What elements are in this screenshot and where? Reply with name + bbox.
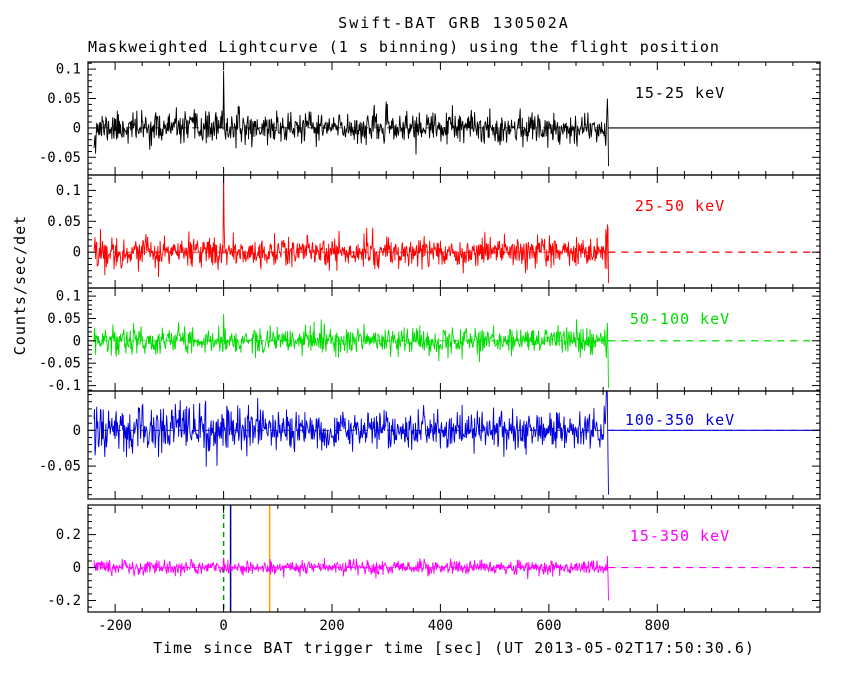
x-tick-label: -200 — [98, 618, 132, 634]
panel-0: -0.05 0 0.05 0.1 — [39, 61, 821, 176]
y-tick-label: -0.2 — [47, 593, 81, 609]
energy-band-label-15-25: 15-25 keV — [634, 84, 726, 102]
y-tick-label: 0.1 — [56, 62, 81, 78]
x-tick-label: 600 — [536, 618, 561, 634]
y-tick-label: -0.05 — [39, 459, 81, 475]
panel-frame — [87, 390, 821, 500]
y-tick-label: 0.05 — [47, 214, 81, 230]
x-axis-label: Time since BAT trigger time [sec] (UT 20… — [153, 639, 755, 657]
y-tick-label: 0.2 — [56, 527, 81, 543]
energy-band-label-25-50: 25-50 keV — [634, 197, 726, 215]
x-tick-label: 200 — [319, 618, 344, 634]
lightcurve-trace-4 — [93, 556, 609, 601]
y-tick-label: 0 — [73, 333, 81, 349]
y-tick-label: 0 — [73, 245, 81, 261]
x-tick-label: 400 — [428, 618, 453, 634]
lightcurve-trace-2 — [93, 313, 609, 388]
panel-3: -0.05 0 — [39, 390, 821, 500]
panel-frame — [87, 504, 821, 613]
y-tick-label: -0.05 — [39, 150, 81, 166]
y-tick-label: -0.1 — [47, 378, 81, 394]
y-tick-label: 0.05 — [47, 311, 81, 327]
chart-subtitle: Maskweighted Lightcurve (1 s binning) us… — [88, 38, 720, 56]
lightcurve-trace-3 — [93, 391, 609, 495]
y-tick-label: 0.1 — [56, 289, 81, 305]
y-tick-label: 0.1 — [56, 183, 81, 199]
x-tick-label: 0 — [219, 618, 227, 634]
y-tick-label: 0 — [73, 120, 81, 136]
energy-band-label-15-350: 15-350 keV — [629, 527, 731, 545]
y-tick-label: -0.05 — [39, 356, 81, 372]
y-axis-label: Counts/sec/det — [11, 214, 29, 356]
panel-1: 0 0.05 0.1 — [47, 174, 821, 289]
panel-frame — [87, 61, 821, 176]
energy-band-label-100-350: 100-350 keV — [624, 411, 736, 429]
lightcurve-trace-0 — [93, 70, 609, 167]
y-tick-label: 0 — [73, 560, 81, 576]
panel-frame — [87, 174, 821, 289]
chart-title: Swift-BAT GRB 130502A — [338, 14, 570, 32]
energy-band-label-50-100: 50-100 keV — [629, 310, 731, 328]
panel-4: -0.2 0 0.2 — [47, 504, 821, 613]
y-tick-label: 0 — [73, 423, 81, 439]
x-tick-label: 800 — [645, 618, 670, 634]
panel-2: -0.1 -0.05 0 0.05 0.1 — [39, 287, 821, 394]
lightcurve-trace-1 — [93, 175, 609, 284]
y-tick-label: 0.05 — [47, 91, 81, 107]
